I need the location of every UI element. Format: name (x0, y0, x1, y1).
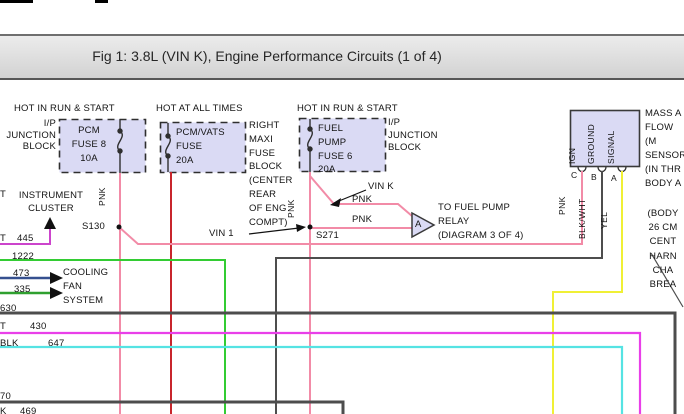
pcm-vats-fuse-label: PCM/VATS FUSE 20A (176, 127, 225, 166)
circuit-469-number: 469 (20, 406, 37, 414)
circuit-445-prefix: T (0, 233, 7, 244)
circuit-647-prefix: BLK (0, 338, 19, 349)
figure-title-bar[interactable]: Fig 1: 3.8L (VIN K), Engine Performance … (0, 34, 684, 80)
vin-k-pointer-arrow (330, 189, 367, 207)
maf-sensor-label: MASS A FLOW (M SENSOR (IN THR BODY A (645, 108, 684, 189)
pcm-fuse8-label: PCM FUSE 8 10A (71, 125, 107, 164)
maf-sensor-connector-box (569, 109, 641, 168)
maf-pin-ign-label: IGN (567, 147, 577, 164)
wire-label-pnk-fuse6: PNK (286, 199, 296, 218)
wire-label-pnk-lower: PNK (352, 214, 373, 225)
splice-s271-label: S271 (316, 230, 339, 241)
wire-70-dark (0, 400, 345, 414)
circuit-335-number: 335 (14, 284, 31, 295)
right-maxi-fuse-block-box (159, 121, 247, 174)
circuit-469-prefix: K (0, 406, 7, 414)
circuit-473-number: 473 (13, 268, 30, 279)
circuit-70-number: 70 (0, 391, 11, 402)
connector-a-letter: A (415, 219, 422, 230)
wire-445-violet (0, 229, 51, 245)
ip-junction-block-2-label: I/P JUNCTION BLOCK (388, 117, 438, 153)
maf-pin-letter-c: C (571, 170, 578, 180)
wire-630-dark (0, 311, 677, 414)
wire-1222-green (0, 259, 226, 414)
wire-label-pnk-upper: PNK (352, 194, 373, 205)
vin-k-label: VIN K (368, 181, 394, 192)
vin-1-label: VIN 1 (209, 228, 234, 239)
header-hot-at-all-times: HOT AT ALL TIMES (156, 103, 243, 114)
maf-pin-arcs (577, 166, 627, 173)
fuel-pump-fuse6-label: FUEL PUMP FUSE 6 20A (318, 123, 353, 176)
circuit-430-number: 430 (30, 321, 47, 332)
maf-pin-signal-label: SIGNAL (606, 130, 616, 164)
wire-blk-wht-maf-ground (275, 171, 603, 414)
maf-pin-ground-label: GROUND (586, 123, 596, 164)
splice-s271-dot (307, 224, 313, 230)
wire-pnk-s130-to-maf-ign (118, 171, 583, 245)
to-fuel-pump-relay-label: TO FUEL PUMP RELAY (DIAGRAM 3 OF 4) (438, 202, 524, 241)
circuit-630-number: 630 (0, 303, 17, 314)
wire-label-pnk-maf: PNK (557, 196, 567, 215)
header-hot-in-run-start-1: HOT IN RUN & START (14, 103, 115, 114)
fuse-symbol-fuel-pump (307, 119, 313, 172)
top-edge-mark (95, 0, 108, 3)
ip-junction-block-2-box (298, 117, 387, 173)
instrument-cluster-arrow (44, 217, 56, 229)
wire-430-magenta (0, 331, 642, 414)
ip-junction-block-1-label: I/P JUNCTION BLOCK (6, 118, 56, 152)
connector-a-triangle (411, 211, 436, 239)
wire-pnk-vin-k-branch (309, 175, 413, 217)
cooling-fan-arrow-335 (50, 287, 63, 299)
header-hot-in-run-start-2: HOT IN RUN & START (297, 103, 398, 114)
circuit-430-prefix: T (0, 321, 7, 332)
fuse-symbol-pcm-vats (165, 123, 171, 172)
ip-junction-block-1-box (58, 118, 147, 174)
splice-s130-label: S130 (82, 221, 105, 232)
wire-yel-maf-signal (552, 171, 623, 414)
splice-s130-dot (116, 224, 122, 230)
circuit-1222-number: 1222 (12, 251, 34, 262)
wire-647-cyan (0, 345, 624, 414)
circuit-647-number: 647 (48, 338, 65, 349)
maf-pin-letter-b: B (591, 172, 597, 182)
instrument-cluster-label: INSTRUMENT CLUSTER (18, 190, 84, 214)
figure-title: Fig 1: 3.8L (VIN K), Engine Performance … (92, 48, 442, 64)
vin-1-pointer-arrow (248, 224, 306, 235)
circuit-445-number: 445 (17, 233, 34, 244)
cooling-fan-system-label: COOLING FAN SYSTEM (63, 267, 109, 306)
body-note-leader-line (650, 252, 684, 308)
wire-label-pnk-fuse8: PNK (97, 187, 107, 206)
right-maxi-fuse-block-label: RIGHT MAXI FUSE BLOCK (CENTER REAR OF EN… (249, 120, 293, 228)
body-harness-note: (BODY 26 CM CENT HARN CHA BREA (647, 208, 679, 291)
top-edge-mark (0, 0, 33, 3)
wire-label-blk-wht: BLK/WHT (577, 198, 587, 239)
maf-pin-letter-a: A (611, 173, 617, 183)
left-edge-fragment: T (0, 189, 7, 200)
fuse-symbol-pcm-fuse8 (117, 119, 123, 173)
cooling-fan-arrow-473 (50, 272, 63, 284)
wire-label-yel: YEL (599, 211, 609, 229)
